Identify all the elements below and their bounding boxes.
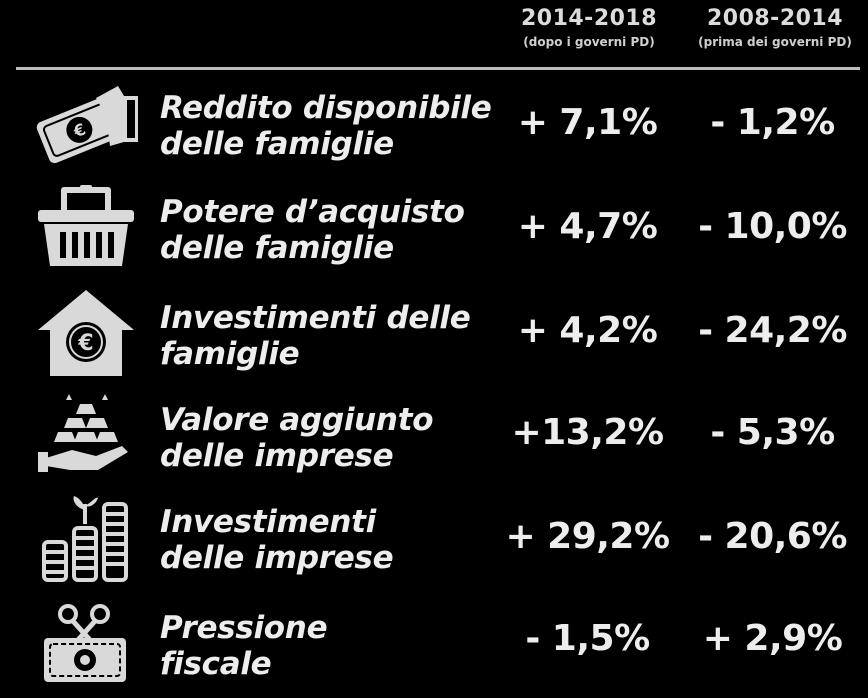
indicator-label: Reddito disponibile delle famiglie (160, 90, 492, 162)
header-divider (16, 67, 860, 70)
value-2014-2018: +13,2% (511, 412, 664, 453)
value-2008-2014: - 20,6% (698, 516, 847, 557)
column-header-2008-2014: 2008-2014 (prima dei governi PD) (685, 4, 865, 50)
value-2014-2018: + 7,1% (517, 102, 658, 143)
indicator-label: Investimenti delle famiglie (160, 300, 471, 372)
value-2008-2014: - 24,2% (698, 310, 847, 351)
value-2008-2014: - 10,0% (698, 206, 847, 247)
coin-stacks-plant-icon (26, 494, 146, 594)
indicator-row-valore-aggiunto: Valore aggiunto delle imprese +13,2% - 5… (0, 390, 868, 490)
column-period: 2008-2014 (706, 6, 844, 31)
indicator-label: Pressione fiscale (160, 610, 328, 682)
indicator-row-reddito: € Reddito disponibile delle famiglie + 7… (0, 72, 868, 172)
indicator-label: Investimenti delle imprese (160, 504, 394, 576)
indicator-label: Valore aggiunto delle imprese (160, 402, 434, 474)
money-hand-icon: € (26, 72, 146, 172)
svg-text:€: € (77, 331, 93, 356)
value-2008-2014: + 2,9% (702, 618, 843, 659)
gold-bars-hand-icon (26, 390, 146, 490)
column-note: (dopo i governi PD) (523, 35, 655, 49)
indicator-row-pressione-fiscale: Pressione fiscale - 1,5% + 2,9% (0, 598, 868, 698)
column-note: (prima dei governi PD) (698, 35, 852, 49)
indicator-row-investimenti-famiglie: € Investimenti delle famiglie + 4,2% - 2… (0, 284, 868, 384)
column-period: 2014-2018 (520, 6, 658, 31)
value-2008-2014: - 5,3% (710, 412, 835, 453)
value-2014-2018: + 4,7% (517, 206, 658, 247)
value-2014-2018: - 1,5% (525, 618, 650, 659)
shopping-basket-icon (26, 178, 146, 278)
indicator-label: Potere d’acquisto delle famiglie (160, 194, 465, 266)
column-header-2014-2018: 2014-2018 (dopo i governi PD) (510, 4, 668, 50)
indicator-row-investimenti-imprese: Investimenti delle imprese + 29,2% - 20,… (0, 494, 868, 594)
value-2014-2018: + 29,2% (505, 516, 670, 557)
value-2008-2014: - 1,2% (710, 102, 835, 143)
scissors-banknote-icon (26, 598, 146, 698)
indicator-row-potere-acquisto: Potere d’acquisto delle famiglie + 4,7% … (0, 178, 868, 278)
house-euro-icon: € (26, 284, 146, 384)
value-2014-2018: + 4,2% (517, 310, 658, 351)
